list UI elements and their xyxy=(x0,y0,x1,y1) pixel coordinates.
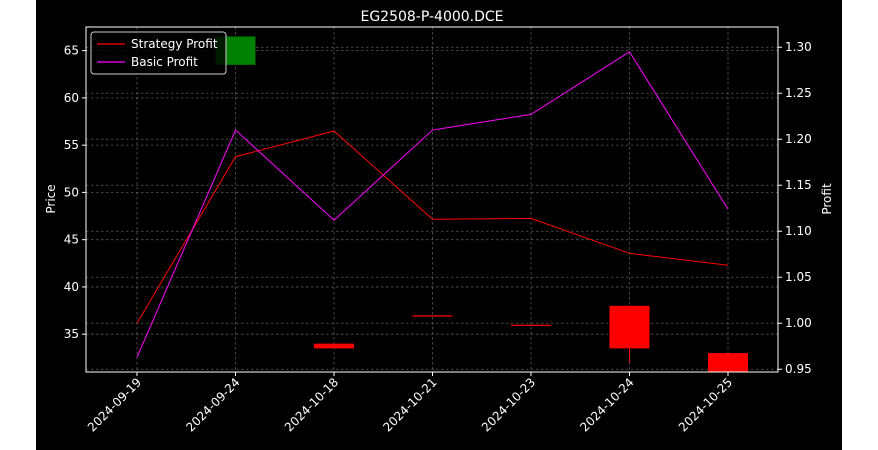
candle-body xyxy=(708,353,748,372)
y-tick-label: 35 xyxy=(64,327,79,341)
candle-body xyxy=(609,305,650,349)
y-axis-label: Price xyxy=(44,184,58,213)
legend-label: Basic Profit xyxy=(131,55,198,69)
y-tick-label: 55 xyxy=(64,138,79,152)
y2-axis-label: Profit xyxy=(820,183,834,215)
series-line xyxy=(136,51,729,358)
y-tick-label: 65 xyxy=(64,44,79,58)
y2-tick-label: 1.05 xyxy=(785,270,812,284)
series-line xyxy=(136,130,729,324)
y-tick-label: 50 xyxy=(64,185,79,199)
y2-tick-label: 1.15 xyxy=(785,178,812,192)
y-tick-label: 45 xyxy=(64,233,79,247)
y2-tick-label: 1.10 xyxy=(785,224,812,238)
y2-tick-label: 1.00 xyxy=(785,316,812,330)
figure-background xyxy=(36,0,842,450)
chart-title: EG2508-P-4000.DCE xyxy=(360,9,503,25)
y-tick-label: 60 xyxy=(64,91,79,105)
y2-tick-label: 0.95 xyxy=(785,362,812,376)
candle-body xyxy=(314,343,354,349)
legend-box xyxy=(90,31,227,75)
y2-tick-label: 1.30 xyxy=(785,40,812,54)
y2-tick-label: 1.25 xyxy=(785,86,812,100)
y-tick-label: 40 xyxy=(64,280,79,294)
y2-tick-label: 1.20 xyxy=(785,132,812,146)
grid-lines xyxy=(86,27,778,372)
legend-label: Strategy Profit xyxy=(131,37,218,51)
legend: Strategy Profit Basic Profit xyxy=(90,31,227,75)
candle-body xyxy=(412,315,453,317)
profit-lines xyxy=(136,51,729,358)
candle-body xyxy=(511,324,551,326)
